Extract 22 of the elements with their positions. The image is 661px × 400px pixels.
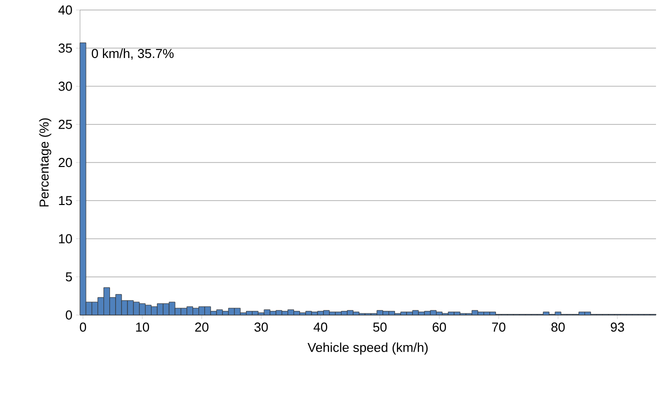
- y-tick-label: 25: [58, 120, 72, 129]
- annotation: 0 km/h, 35.7%: [92, 48, 174, 60]
- y-tick-label: 20: [58, 158, 72, 168]
- y-tick-label: 40: [58, 5, 72, 15]
- x-tick-label: 93: [610, 322, 624, 332]
- x-tick-label: 10: [136, 322, 150, 332]
- x-axis-title: Vehicle speed (km/h): [308, 342, 428, 355]
- y-tick-label: 35: [58, 44, 72, 53]
- x-tick-label: 50: [373, 322, 387, 332]
- y-tick-label: 15: [59, 196, 72, 206]
- x-tick-label: 60: [432, 322, 446, 332]
- y-tick-label: 30: [58, 82, 72, 91]
- x-tick-label: 0: [80, 322, 86, 332]
- x-tick-label: 80: [551, 322, 565, 332]
- x-tick-label: 20: [195, 322, 208, 332]
- y-tick-label: 10: [59, 234, 72, 244]
- x-tick-label: 30: [254, 322, 268, 332]
- y-tick-label: 0: [66, 310, 72, 320]
- x-tick-label: 40: [314, 322, 328, 332]
- y-tick-label: 5: [66, 272, 72, 282]
- y-axis-title: Percentage (%): [39, 118, 52, 206]
- x-tick-label: 70: [492, 322, 506, 332]
